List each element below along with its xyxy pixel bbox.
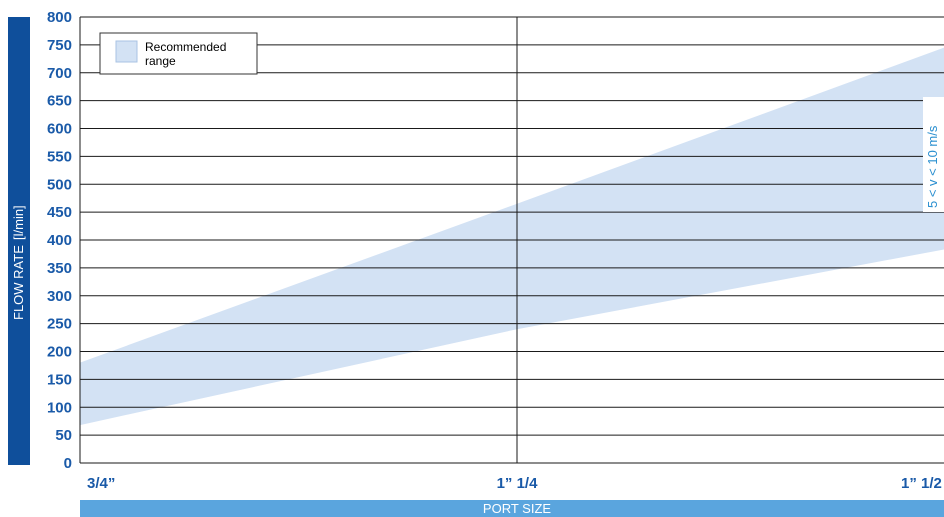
y-tick-label: 200	[47, 344, 72, 361]
legend: Recommended range	[99, 32, 258, 75]
recommended-range-band	[80, 47, 944, 426]
legend-swatch	[115, 40, 138, 63]
y-tick-label: 800	[47, 9, 72, 26]
x-tick-label: 3/4”	[87, 475, 115, 492]
legend-label-line1: Recommended	[145, 40, 226, 54]
y-tick-label: 150	[47, 371, 72, 388]
y-tick-label: 550	[47, 148, 72, 165]
y-tick-label: 500	[47, 176, 72, 193]
x-tick-label: 1” 1/4	[497, 475, 539, 492]
annotation-bg	[923, 97, 944, 212]
y-tick-label: 400	[47, 232, 72, 249]
y-tick-label: 650	[47, 93, 72, 110]
y-tick-label: 350	[47, 260, 72, 277]
y-tick-label: 600	[47, 121, 72, 138]
x-axis-label-bar	[80, 500, 944, 517]
y-tick-label: 50	[55, 427, 72, 444]
y-tick-label: 100	[47, 399, 72, 416]
y-tick-label: 0	[64, 455, 72, 472]
y-tick-label: 250	[47, 316, 72, 333]
x-tick-label: 1” 1/2	[901, 475, 942, 492]
y-axis-label-bar	[8, 17, 30, 465]
y-tick-label: 700	[47, 65, 72, 82]
legend-label-line2: range	[145, 54, 176, 68]
y-tick-label: 300	[47, 288, 72, 305]
y-tick-label: 450	[47, 204, 72, 221]
velocity-annotation: 5 < v < 10 m/s	[925, 125, 940, 208]
y-axis-label: FLOW RATE	[11, 245, 26, 320]
y-tick-label: 750	[47, 37, 72, 54]
y-axis-unit: [l/min]	[11, 205, 26, 240]
x-axis-label: PORT SIZE	[483, 501, 551, 516]
